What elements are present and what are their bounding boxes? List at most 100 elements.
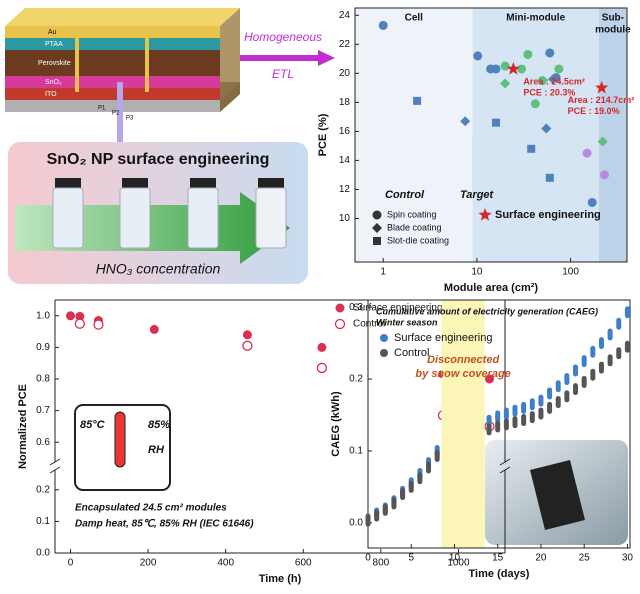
region-label: module — [595, 25, 631, 36]
point — [434, 449, 440, 462]
x-tick-label: 0 — [68, 558, 74, 569]
y-tick-label: 0.2 — [349, 374, 363, 385]
x-tick-label: 200 — [140, 558, 157, 569]
legend-label: Spin coating — [387, 209, 437, 219]
region — [355, 8, 473, 262]
shade-label: Disconnected — [427, 354, 499, 366]
point — [486, 64, 496, 74]
x-tick-label: 5 — [408, 553, 414, 564]
annotation: PCE : 19.0% — [568, 106, 620, 116]
legend-label: Blade coating — [387, 222, 442, 232]
point — [538, 407, 544, 420]
legend-label: Slot-die coating — [387, 235, 449, 245]
annotation: Area : 214.7cm² — [568, 95, 635, 105]
inset-label: Control — [385, 189, 425, 201]
legend-marker — [380, 334, 388, 342]
point — [590, 368, 596, 381]
point — [599, 170, 609, 180]
scribe-label: P3 — [126, 116, 134, 122]
point — [512, 416, 518, 429]
point — [512, 404, 518, 417]
point — [538, 394, 544, 407]
point — [616, 317, 622, 330]
point — [484, 374, 494, 384]
point — [486, 423, 492, 436]
point — [521, 414, 527, 427]
legend-marker — [478, 208, 492, 221]
point — [391, 497, 397, 510]
point — [582, 148, 592, 158]
shade — [441, 300, 485, 548]
legend-marker — [373, 237, 381, 245]
y-tick-label: 22 — [339, 39, 351, 50]
inset-label: 85°C — [80, 419, 106, 431]
x-tick-label: 30 — [622, 553, 634, 564]
point — [506, 61, 521, 75]
x-axis-label: Module area (cm²) — [444, 282, 538, 294]
point — [590, 345, 596, 358]
region-label: Mini-module — [506, 13, 565, 24]
axis-break — [49, 458, 61, 466]
layer-label: SnO₂ — [45, 79, 62, 86]
point — [607, 354, 613, 367]
x-tick-label: 0 — [365, 553, 371, 564]
legend-label: Control — [394, 347, 429, 359]
x-tick-label: 25 — [579, 553, 591, 564]
point — [426, 461, 432, 474]
point — [382, 503, 388, 516]
point — [616, 347, 622, 360]
annotation: PCE : 20.3% — [523, 87, 575, 97]
point — [413, 96, 422, 105]
region — [472, 8, 599, 262]
point — [317, 342, 327, 352]
layer-label: ITO — [45, 91, 57, 98]
x-axis-label: Time (days) — [469, 568, 530, 580]
point — [417, 472, 423, 485]
plot-frame — [354, 7, 628, 263]
note: Encapsulated 24.5 cm² modules — [75, 503, 227, 514]
point — [93, 319, 104, 330]
point — [547, 401, 553, 414]
inset-label: 85% — [148, 419, 170, 431]
x-tick-label: 1 — [380, 267, 386, 278]
point — [607, 328, 613, 341]
arrow-label: ETL — [272, 67, 294, 81]
plot-frame — [367, 299, 631, 549]
vials — [15, 178, 290, 264]
point — [500, 78, 511, 89]
point — [316, 362, 328, 374]
box-title: SnO₂ NP surface engineering — [47, 151, 270, 168]
point — [598, 361, 604, 374]
legend-marker — [380, 349, 388, 357]
point — [564, 390, 570, 403]
point — [624, 340, 630, 353]
arrow-label: Homogeneous — [244, 30, 322, 44]
x-tick-label: 400 — [217, 558, 234, 569]
layer-label: Perovskite — [38, 60, 71, 67]
point — [529, 398, 535, 411]
note: Damp heat, 85℃, 85% RH (IEC 61646) — [75, 519, 254, 530]
layer-label: PTAA — [45, 41, 63, 48]
point — [374, 509, 380, 522]
x-tick-label: 600 — [295, 558, 312, 569]
x-axis-label: Time (h) — [259, 573, 302, 585]
legend-label: Surface engineering — [353, 303, 443, 314]
y-tick-label: 12 — [339, 184, 351, 195]
axis-break — [499, 466, 511, 474]
y-tick-label: 0.7 — [36, 405, 50, 416]
point — [523, 49, 533, 59]
region-label: Cell — [405, 13, 424, 24]
point — [365, 514, 371, 527]
point — [242, 340, 253, 351]
y-tick-label: 0.1 — [349, 446, 363, 457]
legend-marker — [372, 223, 382, 233]
layer-label: Au — [48, 29, 57, 36]
y-axis-label: PCE (%) — [317, 113, 329, 156]
x-tick-label: 100 — [562, 267, 579, 278]
point — [74, 318, 85, 329]
point — [517, 64, 527, 74]
point — [537, 76, 547, 86]
point — [495, 420, 501, 433]
y-axis-label: CAEG (kWh) — [330, 391, 342, 457]
point — [595, 80, 609, 94]
